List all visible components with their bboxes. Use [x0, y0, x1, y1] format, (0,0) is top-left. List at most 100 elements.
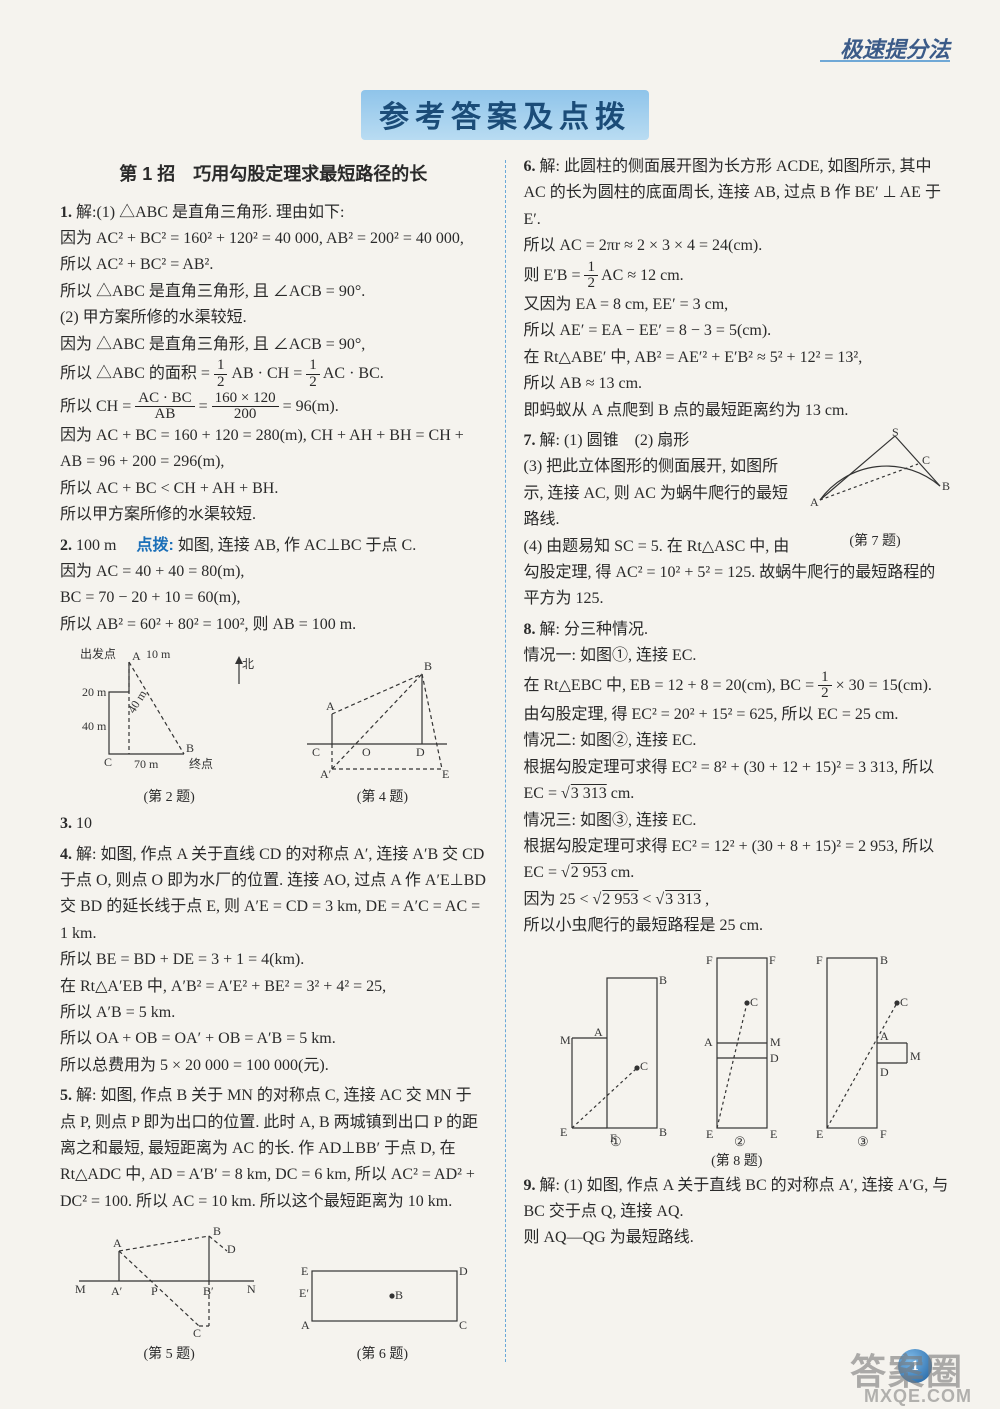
svg-text:B: B — [880, 953, 888, 967]
sqrt: 3 313 — [570, 785, 607, 802]
text: 所以 OA + OB = OA′ + OB = A′B = 5 km. — [60, 1030, 336, 1047]
text: 则 E′B = — [524, 266, 585, 283]
text: AC ≈ 12 cm. — [601, 266, 684, 283]
svg-text:N: N — [247, 1282, 256, 1296]
watermark-bottom: MXQE.COM — [864, 1386, 972, 1407]
figure-caption: (第 4 题) — [292, 786, 472, 809]
text: 所以 AB ≈ 13 cm. — [524, 375, 643, 392]
svg-text:M: M — [560, 1033, 571, 1047]
text: 又因为 EA = 8 cm, EE′ = 3 cm, — [524, 296, 729, 313]
fraction: 12 — [818, 670, 832, 703]
item-number: 1. — [60, 204, 72, 221]
svg-text:40 m: 40 m — [82, 719, 107, 733]
text: 所以 AC + BC < CH + AH + BH. — [60, 480, 278, 497]
text: 因为 AC + BC = 160 + 120 = 280(m), CH + AH… — [60, 427, 464, 470]
figure-8-panel-2: F F C A M D E E ② — [682, 948, 792, 1148]
figure-caption: (第 2 题) — [74, 786, 264, 809]
item-number: 4. — [60, 846, 72, 863]
text: 所以 BE = BD + DE = 3 + 1 = 4(km). — [60, 951, 304, 968]
svg-text:F: F — [880, 1127, 887, 1141]
sqrt: 2 953 — [601, 891, 638, 908]
svg-text:E: E — [442, 767, 449, 781]
svg-text:F: F — [706, 953, 713, 967]
svg-text:70 m: 70 m — [134, 757, 159, 771]
figure-6: E E′ A D C B (第 6 题) — [287, 1251, 477, 1366]
text: 10 — [76, 815, 92, 832]
text: 因为 AC² + BC² = 160² + 120² = 40 000, AB²… — [60, 230, 464, 247]
svg-text:D: D — [227, 1242, 236, 1256]
svg-text:S: S — [892, 428, 899, 439]
svg-text:A: A — [113, 1236, 122, 1250]
figure-caption: (第 7 题) — [800, 530, 950, 553]
svg-text:P: P — [151, 1284, 158, 1298]
svg-text:A: A — [810, 495, 819, 509]
figure-8-group: A B C M E F B ① — [524, 948, 951, 1148]
text: × 30 = 15(cm). — [836, 676, 932, 693]
column-divider — [505, 160, 506, 1362]
text: 解: (1) 如图, 作点 A 关于直线 BC 的对称点 A′, 连接 A′G,… — [524, 1177, 949, 1220]
text: = — [199, 397, 212, 414]
text: 所以 AC² + BC² = AB². — [60, 256, 213, 273]
svg-text:B: B — [659, 973, 667, 987]
item-number: 8. — [524, 621, 536, 638]
brand-text: 极速提分法 — [840, 37, 950, 62]
text: 在 Rt△ABE′ 中, AB² = AE′² + E′B² ≈ 5² + 12… — [524, 349, 863, 366]
svg-text:A: A — [704, 1035, 713, 1049]
text: 所以 AC = 2πr ≈ 2 × 3 × 4 = 24(cm). — [524, 237, 763, 254]
problem-3: 3. 10 — [60, 811, 487, 837]
svg-text:C: C — [922, 453, 930, 467]
svg-text:E: E — [816, 1127, 823, 1141]
text: 情况一: 如图①, 连接 EC. — [524, 647, 697, 664]
svg-text:B: B — [395, 1288, 403, 1302]
fraction: AC · BCAB — [135, 391, 194, 424]
text: 解: 此圆柱的侧面展开图为长方形 ACDE, 如图所示, 其中 AC 的长为圆柱… — [524, 158, 941, 228]
problem-8: 8. 解: 分三种情况. 情况一: 如图①, 连接 EC. 在 Rt△EBC 中… — [524, 617, 951, 940]
svg-text:②: ② — [734, 1134, 746, 1148]
text: (2) 甲方案所修的水渠较短. — [60, 309, 247, 326]
item-number: 2. — [60, 537, 72, 554]
fraction: 12 — [584, 260, 598, 293]
right-column: 6. 解: 此圆柱的侧面展开图为长方形 ACDE, 如图所示, 其中 AC 的长… — [524, 154, 951, 1368]
text: 因为 AC = 40 + 40 = 80(m), — [60, 563, 244, 580]
text: AB · CH = — [231, 365, 306, 382]
text: 所以小虫爬行的最短路程是 25 cm. — [524, 917, 764, 934]
figure-5: A B D M A′ P B′ N C (第 5 题) — [69, 1221, 269, 1366]
problem-1: 1. 解:(1) △ABC 是直角三角形. 理由如下: 因为 AC² + BC²… — [60, 200, 487, 529]
text: 解: 分三种情况. — [540, 621, 648, 638]
svg-text:D: D — [770, 1051, 779, 1065]
text: = 96(m). — [283, 397, 339, 414]
problem-4: 4. 解: 如图, 作点 A 关于直线 CD 的对称点 A′, 连接 A′B 交… — [60, 842, 487, 1080]
svg-text:A: A — [880, 1029, 889, 1043]
svg-text:F: F — [816, 953, 823, 967]
figure-2: 出发点 10 m A 20 m 40 m 40 m C 70 m 终点 B 北 — [74, 644, 264, 809]
figure-caption: (第 6 题) — [287, 1343, 477, 1366]
item-number: 6. — [524, 158, 536, 175]
svg-text:C: C — [104, 755, 112, 769]
svg-text:E: E — [770, 1127, 777, 1141]
svg-text:C: C — [900, 995, 908, 1009]
text: 即蚂蚁从 A 点爬到 B 点的最短距离约为 13 cm. — [524, 402, 849, 419]
text: < — [642, 891, 655, 908]
svg-text:M: M — [75, 1282, 86, 1296]
svg-text:F: F — [769, 953, 776, 967]
problem-5: 5. 解: 如图, 作点 B 关于 MN 的对称点 C, 连接 AC 交 MN … — [60, 1083, 487, 1215]
text: 所以 △ABC 的面积 = — [60, 365, 214, 382]
svg-text:B: B — [424, 659, 432, 673]
svg-text:①: ① — [610, 1134, 622, 1148]
text: 解: 如图, 作点 A 关于直线 CD 的对称点 A′, 连接 A′B 交 CD… — [60, 846, 486, 942]
section-heading: 第 1 招 巧用勾股定理求最短路径的长 — [60, 160, 487, 190]
svg-text:C: C — [312, 745, 320, 759]
text: 如图, 连接 AB, 作 AC⊥BC 于点 C. — [178, 537, 416, 554]
item-number: 3. — [60, 815, 72, 832]
svg-text:B: B — [186, 741, 194, 755]
text: 所以 AE′ = EA − EE′ = 8 − 3 = 5(cm). — [524, 322, 772, 339]
svg-text:B: B — [942, 479, 950, 493]
svg-text:E: E — [301, 1264, 308, 1278]
svg-text:D: D — [416, 745, 425, 759]
svg-text:北: 北 — [242, 657, 254, 671]
text: 所以 △ABC 是直角三角形, 且 ∠ACB = 90°. — [60, 283, 365, 300]
figure-pair-5-6: A B D M A′ P B′ N C (第 5 题) — [60, 1221, 487, 1366]
svg-text:A: A — [594, 1025, 603, 1039]
svg-text:E: E — [706, 1127, 713, 1141]
fraction: 160 × 120200 — [212, 391, 279, 424]
